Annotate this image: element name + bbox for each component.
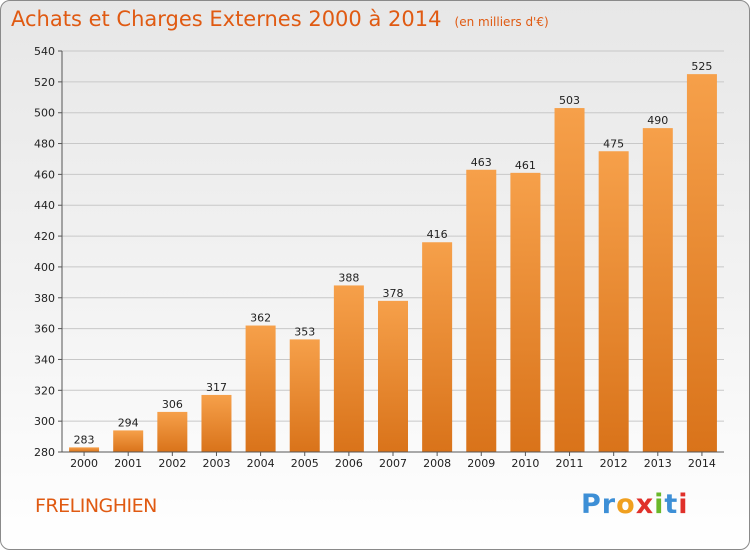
bar-2000 [69, 447, 100, 452]
bar-2005 [289, 339, 320, 452]
bar-2014 [686, 74, 717, 452]
y-tick-label: 400 [34, 261, 55, 274]
bar-2001 [113, 430, 144, 452]
x-tick-label-2011: 2011 [556, 457, 584, 470]
x-tick-label-2006: 2006 [335, 457, 363, 470]
bar-2008 [422, 242, 453, 452]
value-label-2014: 525 [691, 60, 712, 73]
bar-2007 [378, 300, 408, 452]
x-tick-label-2003: 2003 [202, 457, 230, 470]
logo-letter: t [664, 489, 679, 520]
chart-subtitle: (en milliers d'€) [454, 15, 549, 29]
x-tick-label-2009: 2009 [467, 457, 495, 470]
value-label-2004: 362 [250, 312, 271, 325]
y-tick-label: 420 [34, 230, 55, 243]
value-label-2007: 378 [383, 287, 404, 300]
value-label-2009: 463 [471, 156, 492, 169]
y-tick-label: 340 [34, 353, 55, 366]
value-label-2012: 475 [603, 137, 624, 150]
value-label-2013: 490 [647, 114, 668, 127]
y-tick-label: 320 [34, 384, 55, 397]
y-tick-label: 540 [34, 45, 55, 58]
x-tick-label-2001: 2001 [114, 457, 142, 470]
value-label-2011: 503 [559, 94, 580, 107]
y-tick-label: 460 [34, 168, 55, 181]
value-label-2002: 306 [162, 398, 183, 411]
y-tick-label: 480 [34, 138, 55, 151]
value-label-2003: 317 [206, 381, 227, 394]
bar-2009 [466, 169, 497, 452]
value-label-2010: 461 [515, 159, 536, 172]
y-tick-label: 520 [34, 76, 55, 89]
value-label-2006: 388 [338, 271, 359, 284]
value-label-2005: 353 [294, 325, 315, 338]
x-tick-label-2000: 2000 [70, 457, 98, 470]
x-tick-label-2007: 2007 [379, 457, 407, 470]
value-label-2001: 294 [118, 416, 139, 429]
x-tick-label-2012: 2012 [600, 457, 628, 470]
x-tick-label-2013: 2013 [644, 457, 672, 470]
y-tick-label: 360 [34, 323, 55, 336]
logo-letter: r [601, 489, 617, 520]
y-tick-label: 440 [34, 199, 55, 212]
logo-letter: i [678, 489, 689, 520]
y-tick-label: 500 [34, 107, 55, 120]
bar-2002 [157, 411, 188, 452]
value-label-2008: 416 [427, 228, 448, 241]
title-row: Achats et Charges Externes 2000 à 2014 (… [11, 7, 549, 31]
bar-2012 [598, 151, 629, 452]
bar-2006 [333, 285, 364, 452]
logo-letter: P [581, 489, 602, 520]
bar-2013 [642, 128, 673, 452]
x-tick-label-2010: 2010 [511, 457, 539, 470]
logo-letter: x [635, 489, 655, 520]
value-label-2000: 283 [74, 433, 95, 446]
bar-2003 [201, 394, 232, 452]
x-tick-label-2004: 2004 [247, 457, 275, 470]
x-tick-label-2002: 2002 [158, 457, 186, 470]
chart-title: Achats et Charges Externes 2000 à 2014 [11, 7, 442, 31]
location-name: FRELINGHIEN [35, 495, 157, 517]
x-tick-label-2008: 2008 [423, 457, 451, 470]
logo-letter: i [654, 489, 665, 520]
y-tick-label: 280 [34, 446, 55, 459]
y-tick-label: 300 [34, 415, 55, 428]
y-tick-label: 380 [34, 292, 55, 305]
logo-letter: o [616, 489, 636, 520]
bar-2010 [510, 172, 541, 453]
x-tick-label-2014: 2014 [688, 457, 716, 470]
proxiti-logo: Proxiti [581, 489, 689, 520]
bar-2011 [554, 108, 585, 453]
bar-2004 [245, 325, 276, 452]
x-tick-label-2005: 2005 [291, 457, 319, 470]
